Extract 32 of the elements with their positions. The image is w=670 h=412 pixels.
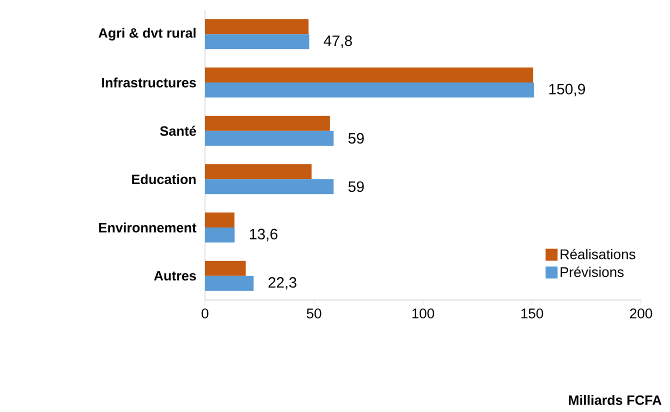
- data-label: 22,3: [268, 277, 296, 290]
- y-tick-label: Infrastructures: [102, 78, 196, 88]
- bar: [205, 68, 534, 82]
- bar: [205, 164, 312, 180]
- x-tick-label: 100: [412, 308, 434, 318]
- legend-label: Réalisations: [560, 248, 636, 260]
- bar: [205, 116, 330, 131]
- data-label: 150,9: [549, 84, 585, 96]
- bar: [205, 179, 334, 194]
- bar: [205, 260, 246, 276]
- bar: [205, 130, 334, 146]
- y-tick-label: Agri & dvt rural: [98, 28, 196, 40]
- data-label: 59: [348, 181, 364, 192]
- y-tick-label: Autres: [154, 271, 196, 281]
- data-label: 59: [348, 133, 364, 144]
- x-tick-label: 0: [202, 308, 208, 318]
- bar: [205, 228, 235, 242]
- bar: [205, 212, 234, 228]
- bar: [205, 34, 310, 50]
- data-label: 13,6: [250, 228, 278, 242]
- x-tick-label: 50: [306, 308, 322, 318]
- legend-label: Prévisions: [560, 266, 624, 278]
- y-tick-label: Santé: [160, 126, 196, 136]
- x-tick-label: 200: [630, 308, 652, 318]
- bar: [205, 276, 254, 291]
- y-tick-label: Education: [132, 174, 196, 184]
- data-label: 47,8: [324, 35, 352, 48]
- x-tick-label: 150: [521, 308, 544, 318]
- bar: [205, 19, 309, 34]
- y-tick-label: Environnement: [99, 222, 196, 232]
- text: Milliards FCFA: [568, 395, 662, 405]
- bar: [205, 82, 534, 98]
